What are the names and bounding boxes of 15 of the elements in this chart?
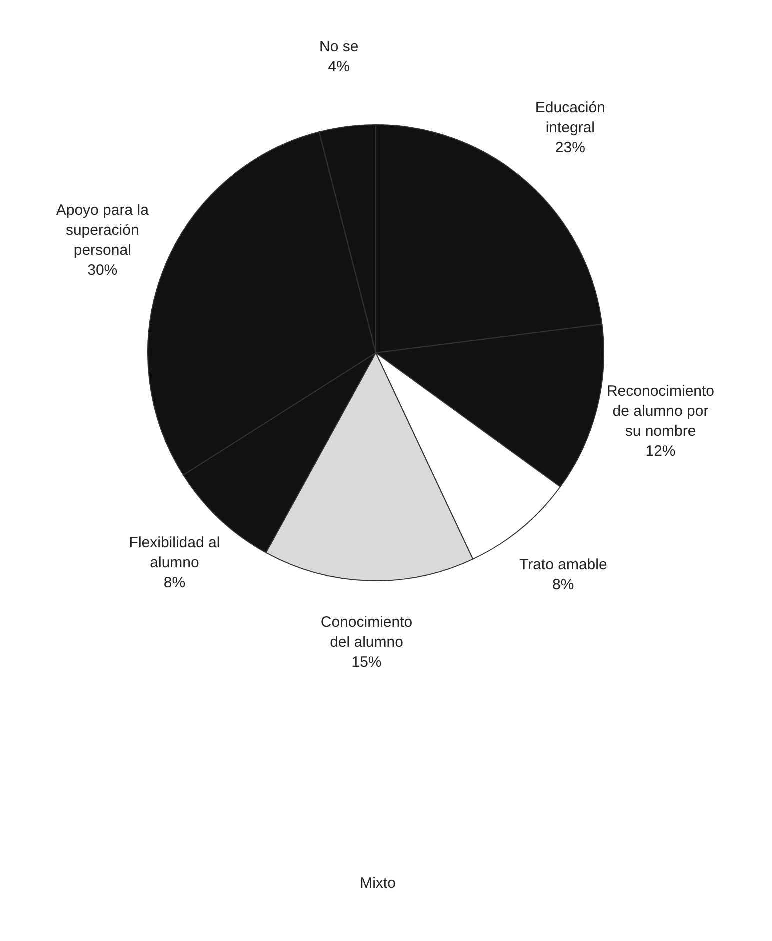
slice-label: Trato amable <box>519 556 608 574</box>
slice-label: Flexibilidad al alumno <box>129 534 220 572</box>
data-label: 4% <box>328 58 350 76</box>
data-label: 30% <box>88 262 118 279</box>
slice-label: Apoyo para la superación personal <box>56 202 150 259</box>
slice-label: Educación integral <box>535 99 606 136</box>
data-label: 8% <box>164 574 186 592</box>
slice-label: No se <box>320 38 359 56</box>
slice-label: Reconocimiento de alumno por su nombre <box>606 383 715 440</box>
data-label: 8% <box>552 576 574 594</box>
data-label: 15% <box>352 654 382 671</box>
text: Mixto <box>360 875 396 892</box>
slice-label: Conocimiento del alumno <box>320 614 413 651</box>
data-label: 23% <box>555 139 586 156</box>
data-label: 12% <box>646 443 676 460</box>
